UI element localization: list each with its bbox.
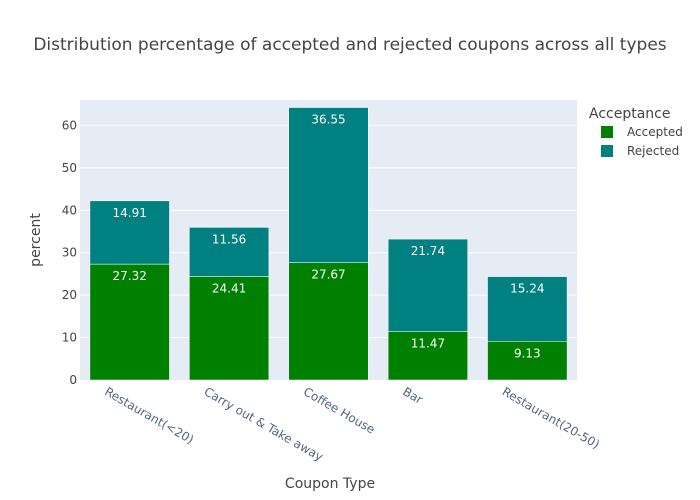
x-tick-label: Restaurant(<20)	[102, 384, 196, 446]
legend-item-rejected[interactable]: Rejected	[601, 144, 679, 158]
bar-accepted[interactable]	[288, 262, 369, 381]
x-axis-ticks: Restaurant(<20) Carry out & Take awayCoff…	[102, 384, 602, 464]
bar-value-label: 21.74	[411, 244, 445, 258]
bar-value-label: 14.91	[113, 206, 147, 220]
legend-item-accepted[interactable]: Accepted	[601, 125, 683, 139]
bar-rejected[interactable]	[487, 276, 568, 342]
legend-swatch	[601, 126, 613, 138]
y-tick-label: 50	[62, 161, 77, 175]
y-tick-label: 30	[62, 246, 77, 260]
bar-value-label: 27.67	[311, 268, 345, 282]
legend[interactable]: Acceptance Accepted Rejected	[589, 106, 683, 158]
bar-rejected[interactable]	[189, 227, 270, 277]
bar-rejected[interactable]	[288, 107, 369, 263]
y-tick-label: 60	[62, 118, 77, 132]
y-tick-label: 10	[62, 331, 77, 345]
legend-swatch	[601, 145, 613, 157]
y-axis-ticks: 0 10 20 30 40 50 60	[62, 118, 77, 387]
bar-labels: 27.32 14.91 24.41 11.56 27.67 36.55 11.47 21.74…	[113, 113, 545, 361]
bar-accepted[interactable]	[89, 263, 170, 381]
bar-value-label: 15.24	[510, 282, 544, 296]
x-axis-title: Coupon Type	[285, 476, 375, 492]
chart-title: Distribution percentage of accepted and …	[33, 35, 666, 55]
y-tick-label: 40	[62, 203, 77, 217]
bar-value-label: 11.56	[212, 232, 246, 246]
legend-label: Rejected	[627, 144, 679, 158]
bar-accepted[interactable]	[189, 276, 270, 381]
bars	[89, 107, 568, 381]
bar-value-label: 9.13	[514, 346, 541, 360]
bar-rejected[interactable]	[89, 200, 170, 265]
x-tick-label: Restaurant(20-50)	[500, 384, 602, 451]
bar-rejected[interactable]	[387, 238, 468, 332]
y-tick-label: 20	[62, 288, 77, 302]
legend-label: Accepted	[627, 125, 683, 139]
legend-title: Acceptance	[589, 106, 670, 122]
bar-value-label: 27.32	[113, 269, 147, 283]
bar-value-label: 36.55	[311, 113, 345, 127]
bar-value-label: 11.47	[411, 336, 445, 350]
x-tick-label: Bar	[400, 384, 425, 406]
y-tick-label: 0	[69, 373, 77, 387]
y-axis-title: percent	[28, 213, 44, 267]
bar-accepted[interactable]	[487, 341, 568, 381]
x-tick-label: Coffee House	[301, 384, 377, 436]
bar-value-label: 24.41	[212, 281, 246, 295]
